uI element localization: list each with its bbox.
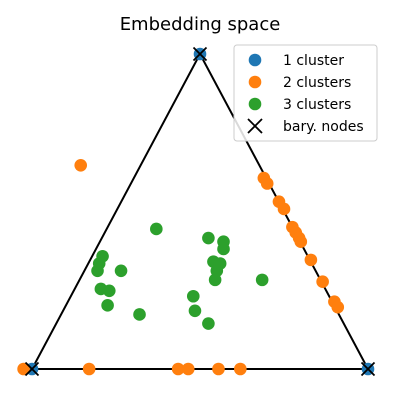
chart-title: Embedding space xyxy=(120,14,281,35)
legend: 1 cluster 2 clusters 3 clusters bary. nodes xyxy=(233,44,378,142)
point-3-clusters-17 xyxy=(133,308,146,321)
point-3-clusters-11 xyxy=(208,273,222,287)
point-2-clusters-17 xyxy=(212,362,225,376)
point-bary-nodes-1-stroke xyxy=(24,361,40,377)
point-3-clusters-18 xyxy=(188,304,202,318)
point-3-clusters-1 xyxy=(202,231,215,245)
point-bary-nodes-2 xyxy=(360,361,376,377)
point-3-clusters-3 xyxy=(217,242,230,256)
point-bary-nodes-0-stroke xyxy=(192,46,208,62)
point-3-clusters-0 xyxy=(150,222,163,236)
point-2-clusters-5 xyxy=(277,202,291,216)
point-3-clusters-15 xyxy=(186,289,200,303)
point-2-clusters-13 xyxy=(331,300,345,314)
point-2-clusters-9 xyxy=(294,235,308,248)
point-3-clusters-7 xyxy=(114,264,128,278)
point-2-clusters-1 xyxy=(17,362,30,376)
legend-marker-3-clusters xyxy=(248,97,262,111)
legend-marker-bary-nodes xyxy=(247,118,263,134)
point-2-clusters-11 xyxy=(316,275,329,289)
point-2-clusters-16 xyxy=(181,362,195,376)
legend-label-1-cluster: 1 cluster xyxy=(283,53,344,69)
legend-marker-bary-nodes-stroke xyxy=(247,118,263,134)
point-bary-nodes-0 xyxy=(192,46,208,62)
point-2-clusters-14 xyxy=(82,362,96,376)
points-layer xyxy=(17,46,376,377)
point-2-clusters-3 xyxy=(260,177,274,190)
point-3-clusters-13 xyxy=(102,284,116,298)
point-3-clusters-19 xyxy=(202,317,215,330)
point-bary-nodes-1 xyxy=(24,361,40,377)
point-3-clusters-16 xyxy=(101,299,114,312)
legend-label-bary-nodes: bary. nodes xyxy=(283,119,364,135)
legend-marker-2-clusters xyxy=(248,75,262,89)
legend-label-3-clusters: 3 clusters xyxy=(283,97,351,113)
point-bary-nodes-2-stroke xyxy=(360,361,376,377)
point-3-clusters-6 xyxy=(91,264,104,278)
point-2-clusters-18 xyxy=(234,362,247,376)
point-2-clusters-15 xyxy=(171,362,185,376)
legend-frame xyxy=(233,44,378,142)
point-3-clusters-14 xyxy=(255,273,269,287)
point-2-clusters-0 xyxy=(74,159,88,172)
legend-label-2-clusters: 2 clusters xyxy=(283,75,351,91)
legend-marker-1-cluster xyxy=(248,53,262,67)
point-2-clusters-10 xyxy=(304,253,318,267)
